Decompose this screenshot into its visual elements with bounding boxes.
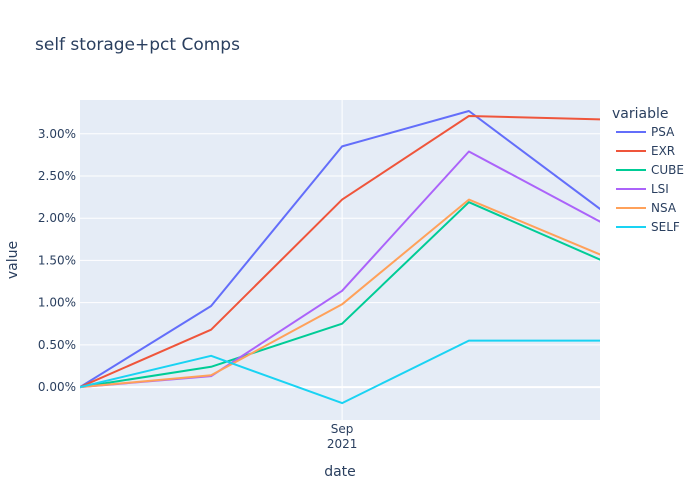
legend-item-psa: PSA	[616, 125, 675, 139]
y-axis-title: value	[5, 241, 21, 279]
grid-layer	[80, 100, 600, 420]
legend-item-exr: EXR	[616, 144, 675, 158]
y-tick-label: 2.50%	[38, 169, 76, 183]
series-line-cube	[80, 201, 600, 389]
legend-item-self: SELF	[616, 220, 680, 234]
series-layer	[80, 110, 600, 405]
x-tick-label-month: Sep	[331, 422, 354, 436]
y-tick-label: 1.00%	[38, 296, 76, 310]
legend-title: variable	[612, 106, 668, 122]
series-line-psa	[80, 110, 600, 389]
x-tick-label-year: 2021	[327, 437, 358, 451]
legend: variable PSA EXR CUBE LSI NSA SELF	[612, 106, 684, 234]
series-line-nsa	[80, 198, 600, 389]
legend-label: EXR	[651, 144, 675, 158]
legend-label: SELF	[651, 220, 680, 234]
x-axis-title: date	[324, 464, 356, 480]
y-tick-label: 0.00%	[38, 380, 76, 394]
legend-label: PSA	[651, 125, 675, 139]
y-tick-label: 2.00%	[38, 211, 76, 225]
legend-label: LSI	[651, 182, 669, 196]
y-tick-label: 0.50%	[38, 338, 76, 352]
series-line-exr	[80, 115, 600, 389]
legend-item-cube: CUBE	[616, 163, 684, 177]
tick-layer: 0.00% 0.50% 1.00% 1.50% 2.00% 2.50% 3.00% Sep20…	[38, 127, 358, 451]
chart-title: self storage+pct Comps	[35, 35, 240, 55]
legend-item-lsi: LSI	[616, 182, 669, 196]
y-tick-label: 1.50%	[38, 253, 76, 267]
legend-label: CUBE	[651, 163, 684, 177]
y-tick-label: 3.00%	[38, 127, 76, 141]
legend-label: NSA	[651, 201, 677, 215]
legend-items: PSA EXR CUBE LSI NSA SELF	[616, 125, 684, 234]
legend-item-nsa: NSA	[616, 201, 677, 215]
series-line-self	[80, 339, 600, 405]
